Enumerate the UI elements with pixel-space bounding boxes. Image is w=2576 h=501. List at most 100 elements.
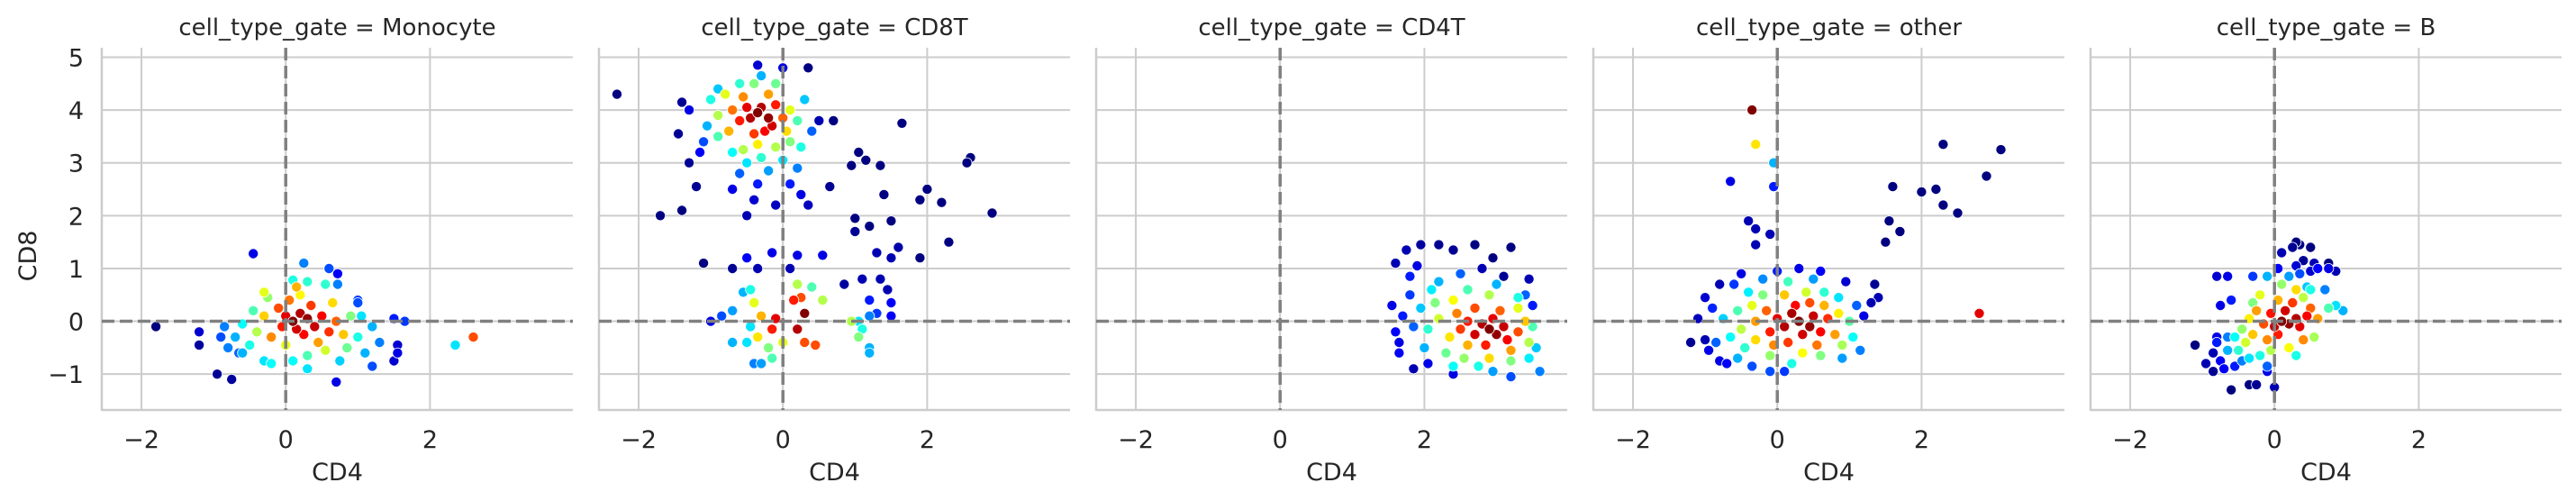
scatter-point [449,339,461,351]
scatter-point [766,352,778,364]
x-tick-label: 2 [422,426,438,454]
x-tick-label: 0 [278,426,294,454]
scatter-point [2290,284,2302,296]
scatter-point [222,342,234,353]
scatter-point [1804,296,1816,308]
scatter-point [763,112,775,123]
scatter-point [846,159,857,171]
facet-panel-1: −2 0 2 cell_type_gate = CD8T CD4 [597,14,1070,487]
scatter-point [367,321,378,332]
scatter-point [2211,336,2223,348]
scatter-point [766,247,778,259]
scatter-point [803,199,814,211]
scatter-point [2312,262,2324,274]
scatter-point [1710,336,1722,348]
scatter-point [2200,358,2212,369]
scatter-point [857,273,868,285]
scatter-point [1487,366,1499,378]
x-tick-label: 2 [1914,426,1929,454]
scatter-point [2298,334,2309,346]
scatter-point [1422,323,1434,335]
scatter-point [1829,329,1841,341]
scatter-point [756,310,767,322]
x-tick-label: 2 [920,426,935,454]
scatter-point [1393,347,1405,359]
scatter-points [150,248,479,387]
scatter-point [741,336,753,348]
scatter-point [2208,347,2219,359]
scatter-point [921,183,933,195]
scatter-point [1819,287,1830,298]
scatter-point [756,358,767,369]
scatter-point [1837,339,1848,351]
panel-title: cell_type_gate = other [1696,14,1962,41]
scatter-point [2323,262,2335,274]
scatter-point [2283,342,2295,353]
scatter-point [727,183,739,195]
scatter-point [1462,284,1474,296]
scatter-point [741,102,753,114]
x-tick-label: −2 [123,426,159,454]
scatter-point [1815,350,1827,361]
scatter-point [323,326,335,338]
scatter-point [612,88,623,100]
scatter-point [734,168,746,179]
scatter-point [961,157,973,169]
scatter-point [1447,360,1459,372]
scatter-point [1455,323,1466,335]
scatter-point [1498,321,1510,332]
scatter-point [1793,262,1805,274]
scatter-point [248,248,259,260]
scatter-point [305,299,317,311]
x-axis-label: CD4 [809,459,860,487]
scatter-point [864,221,875,232]
x-tick-label: 2 [1417,426,1432,454]
y-tick-label: 3 [68,150,84,178]
scatter-point [1855,344,1866,356]
scatter-point [1764,366,1776,378]
scatter-point [266,332,277,343]
scatter-point [1764,350,1776,361]
facet-panel-0: −2 0 2 −1 0 1 2 3 4 5 cell_type_gate = Monocyte CD4… [14,14,573,487]
scatter-point [1480,339,1492,351]
scatter-point [1505,344,1517,356]
scatter-point [1725,332,1737,343]
scatter-point [2305,284,2317,296]
scatter-point [1455,268,1466,279]
scatter-point [766,323,778,335]
scatter-point [1469,302,1481,314]
scatter-point [1815,265,1827,277]
scatter-point [875,273,886,285]
scatter-point [684,157,695,169]
scatter-point [194,339,205,351]
scatter-point [763,165,775,177]
scatter-point [878,188,890,200]
scatter-point [1916,186,1927,197]
scatter-point [727,336,739,348]
scatter-point [2215,299,2227,311]
scatter-point [1797,347,1809,359]
x-axis-label: CD4 [2300,459,2352,487]
scatter-point [1505,355,1517,367]
scatter-point [1433,276,1445,287]
scatter-point [986,207,998,219]
scatter-point [1411,260,1423,271]
scatter-point [212,369,223,380]
scatter-point [1952,207,1964,219]
scatter-point [1750,139,1762,150]
scatter-point [1523,336,1535,348]
scatter-point [1761,305,1773,316]
x-tick-label: 0 [1770,426,1785,454]
scatter-point [1732,305,1744,316]
scatter-point [1746,299,1758,311]
scatter-point [741,210,753,222]
scatter-point [1476,262,1488,274]
scatter-point [752,139,764,150]
scatter-point [792,323,803,335]
scatter-point [2222,270,2234,282]
scatter-point [748,128,760,140]
scatter-point [1786,307,1798,319]
scatter-point [705,94,717,105]
scatter-point [327,296,339,308]
scatter-point [1491,278,1502,290]
